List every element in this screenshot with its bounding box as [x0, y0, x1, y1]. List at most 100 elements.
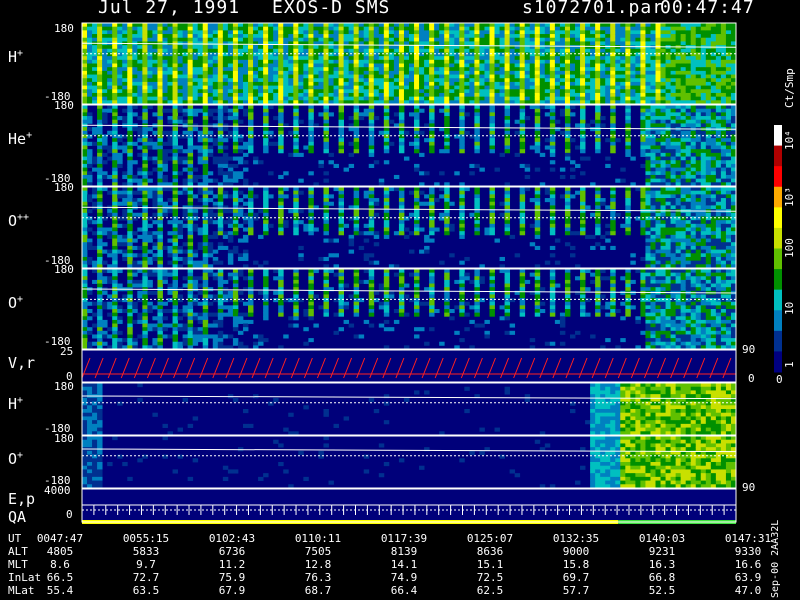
- spectrogram-cell: [303, 63, 309, 68]
- spectrogram-cell: [318, 89, 324, 94]
- spectrogram-cell: [600, 30, 606, 35]
- spectrogram-cell: [419, 59, 425, 64]
- spectrogram-cell: [283, 34, 289, 39]
- spectrogram-cell: [343, 67, 350, 72]
- spectrogram-cell: [434, 78, 440, 83]
- spectrogram-cell: [232, 23, 239, 28]
- spectrogram-cell: [338, 216, 344, 221]
- spectrogram-cell: [685, 112, 692, 117]
- spectrogram-cell: [278, 119, 284, 124]
- spectrogram-cell: [192, 209, 199, 214]
- spectrogram-cell: [725, 123, 732, 128]
- spectrogram-cell: [192, 67, 199, 72]
- spectrogram-cell: [323, 41, 329, 46]
- spectrogram-cell: [444, 134, 450, 139]
- spectrogram-cell: [439, 34, 445, 39]
- spectrogram-cell: [600, 92, 606, 98]
- spectrogram-cell: [152, 256, 158, 262]
- spectrogram-cell: [580, 134, 586, 139]
- spectrogram-cell: [248, 145, 254, 150]
- spectrogram-cell: [554, 119, 561, 124]
- spectrogram-cell: [670, 149, 677, 154]
- spectrogram-cell: [152, 78, 158, 83]
- spectrogram-cell: [288, 85, 294, 90]
- spectrogram-cell: [444, 56, 450, 61]
- spectrogram-cell: [690, 85, 697, 90]
- spectrogram-cell: [222, 74, 229, 79]
- spectrogram-cell: [333, 52, 339, 57]
- spectrogram-cell: [122, 59, 128, 64]
- spectrogram-cell: [640, 59, 646, 64]
- spectrogram-cell: [278, 34, 284, 39]
- spectrogram-cell: [318, 26, 324, 31]
- spectrogram-cell: [685, 78, 692, 83]
- spectrogram-cell: [137, 264, 143, 269]
- spectrogram-cell: [222, 26, 229, 31]
- spectrogram-cell: [680, 108, 687, 113]
- spectrogram-cell: [212, 194, 219, 199]
- spectrogram-cell: [383, 30, 390, 35]
- spectrogram-cell: [217, 78, 224, 83]
- spectrogram-cell: [625, 134, 631, 139]
- spectrogram-cell: [575, 70, 581, 75]
- spectrogram-cell: [414, 145, 420, 150]
- spectrogram-cell: [177, 264, 184, 269]
- spectrogram-cell: [268, 30, 274, 35]
- spectrogram-cell: [645, 108, 651, 113]
- spectrogram-cell: [539, 26, 546, 31]
- spectrogram-cell: [720, 171, 727, 176]
- spectrogram-cell: [635, 78, 641, 83]
- spectrogram-cell: [232, 190, 239, 195]
- spectrogram-cell: [695, 74, 702, 79]
- spectrogram-cell: [147, 85, 153, 90]
- spectrogram-cell: [338, 112, 344, 117]
- spectrogram-cell: [585, 85, 591, 90]
- spectrogram-cell: [182, 56, 189, 61]
- spectrogram-cell: [595, 59, 601, 64]
- spectrogram-cell: [142, 198, 148, 203]
- spectrogram-cell: [127, 56, 133, 61]
- spectrogram-cell: [283, 56, 289, 61]
- spectrogram-cell: [313, 52, 319, 57]
- spectrogram-cell: [388, 52, 395, 57]
- spectrogram-cell: [575, 26, 581, 31]
- spectrogram-cell: [122, 249, 128, 254]
- spectrogram-cell: [610, 145, 616, 150]
- spectrogram-cell: [182, 242, 189, 247]
- spectrogram-cell: [534, 67, 541, 72]
- spectrogram-cell: [474, 212, 480, 217]
- spectrogram-cell: [107, 231, 113, 236]
- spectrogram-cell: [338, 220, 344, 225]
- spectrogram-cell: [559, 130, 566, 135]
- spectrogram-cell: [308, 198, 314, 203]
- spectrogram-cell: [107, 67, 113, 72]
- spectrogram-cell: [187, 52, 194, 57]
- spectrogram-cell: [449, 45, 455, 50]
- spectrogram-cell: [449, 23, 455, 28]
- spectrogram-cell: [730, 52, 737, 57]
- spectrogram-cell: [615, 30, 621, 35]
- spectrogram-cell: [232, 34, 239, 39]
- spectrogram-cell: [232, 45, 239, 50]
- spectrogram-cell: [580, 59, 586, 64]
- spectrogram-cell: [132, 96, 138, 101]
- spectrogram-cell: [157, 130, 163, 135]
- spectrogram-cell: [308, 59, 314, 64]
- spectrogram-cell: [132, 178, 138, 183]
- spectrogram-cell: [232, 37, 239, 42]
- spectrogram-cell: [519, 141, 526, 146]
- spectrogram-cell: [232, 209, 239, 214]
- spectrogram-cell: [398, 59, 405, 64]
- spectrogram-cell: [419, 249, 425, 254]
- spectrogram-cell: [675, 34, 682, 39]
- spectrogram-cell: [142, 212, 148, 217]
- spectrogram-cell: [237, 253, 244, 258]
- spectrogram-cell: [730, 163, 737, 168]
- spectrogram-cell: [705, 70, 712, 75]
- spectrogram-cell: [383, 108, 390, 113]
- spectrogram-cell: [409, 52, 415, 57]
- spectrogram-cell: [393, 85, 400, 90]
- spectrogram-cell: [414, 123, 420, 128]
- spectrogram-cell: [549, 116, 556, 121]
- spectrogram-cell: [640, 141, 646, 146]
